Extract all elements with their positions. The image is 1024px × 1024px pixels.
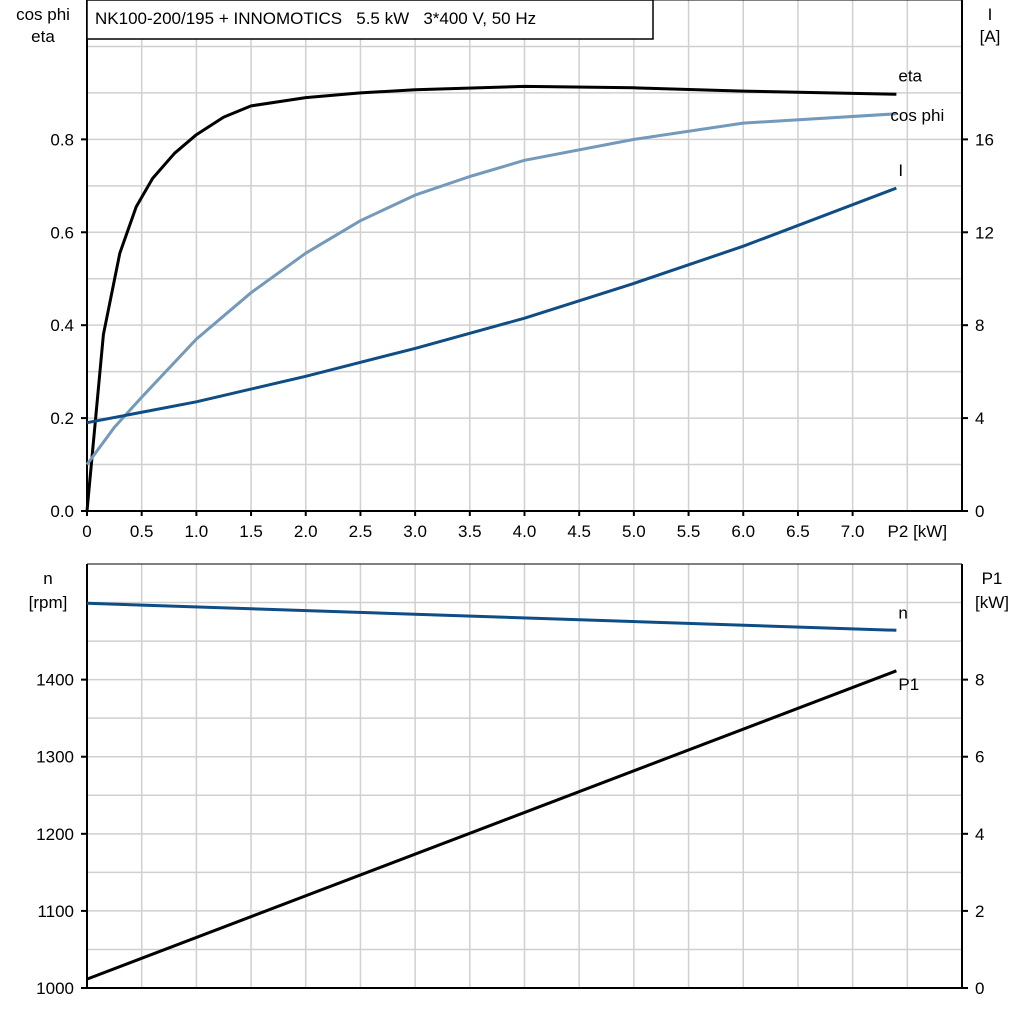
panel-0 — [81, 0, 968, 516]
x-tick-label: 6.0 — [731, 522, 755, 541]
y-tick-label-left: 1300 — [36, 748, 74, 767]
x-tick-label: 4.5 — [567, 522, 591, 541]
y-tick-label-left: 0.4 — [50, 316, 74, 335]
y-tick-label-right: 8 — [975, 316, 984, 335]
y-tick-label-left: 0.6 — [50, 223, 74, 242]
series-label-I: I — [898, 161, 903, 180]
y-tick-label-left: 1100 — [37, 902, 74, 921]
x-tick-label: 2.0 — [294, 522, 318, 541]
x-tick-label: 2.5 — [349, 522, 373, 541]
series-label-P1: P1 — [898, 675, 919, 694]
y-axis-label-right-unit: [kW] — [975, 593, 1009, 612]
y-tick-label-left: 1000 — [36, 979, 74, 998]
series-line-cos-phi — [85, 112, 897, 466]
y-axis-label-right: P1 — [982, 569, 1003, 588]
y-axis-label-left: n — [43, 569, 52, 588]
y-tick-label-left: 1200 — [36, 825, 74, 844]
y-tick-label-right: 4 — [975, 825, 984, 844]
y-tick-label-left: 0.0 — [50, 502, 74, 521]
y-tick-label-right: 0 — [975, 502, 984, 521]
panel-1 — [81, 563, 968, 989]
y-tick-label-right: 2 — [975, 902, 984, 921]
series-line-eta — [85, 84, 897, 512]
y-axis-label-left: cos phi — [16, 5, 70, 24]
series-label-n: n — [898, 603, 907, 622]
x-axis-label: P2 [kW] — [888, 522, 948, 541]
x-tick-label: 6.5 — [786, 522, 810, 541]
y-tick-label-left: 0.2 — [50, 409, 74, 428]
x-tick-label: 5.5 — [677, 522, 701, 541]
x-tick-label: 4.0 — [513, 522, 537, 541]
x-tick-label: 0.5 — [130, 522, 154, 541]
x-tick-label: 0 — [82, 522, 91, 541]
series-label-cos-phi: cos phi — [890, 106, 944, 125]
series-label-eta: eta — [898, 66, 922, 85]
y-tick-label-right: 12 — [975, 223, 994, 242]
chart-title: NK100-200/195 + INNOMOTICS 5.5 kW 3*400 … — [95, 9, 536, 28]
x-tick-label: 3.5 — [458, 522, 482, 541]
series-line-n — [86, 601, 897, 632]
y-tick-label-right: 0 — [975, 979, 984, 998]
x-tick-label: 1.5 — [239, 522, 263, 541]
y-tick-label-right: 6 — [975, 748, 984, 767]
series-line-P1 — [86, 669, 897, 981]
x-tick-label: 7.0 — [841, 522, 865, 541]
y-tick-label-right: 4 — [975, 409, 984, 428]
x-tick-label: 5.0 — [622, 522, 646, 541]
x-tick-label: 3.0 — [403, 522, 427, 541]
y-tick-label-left: 0.8 — [50, 130, 74, 149]
y-tick-label-right: 16 — [975, 130, 994, 149]
title-box — [86, 0, 654, 40]
y-axis-label-left-unit: eta — [31, 27, 55, 46]
y-tick-label-right: 8 — [975, 671, 984, 690]
y-axis-label-right-unit: [A] — [980, 27, 1001, 46]
y-axis-label-right: I — [988, 5, 993, 24]
x-tick-label: 1.0 — [185, 522, 209, 541]
y-axis-label-left-unit: [rpm] — [29, 593, 68, 612]
series-line-I — [86, 186, 897, 425]
y-tick-label-left: 1400 — [36, 671, 74, 690]
